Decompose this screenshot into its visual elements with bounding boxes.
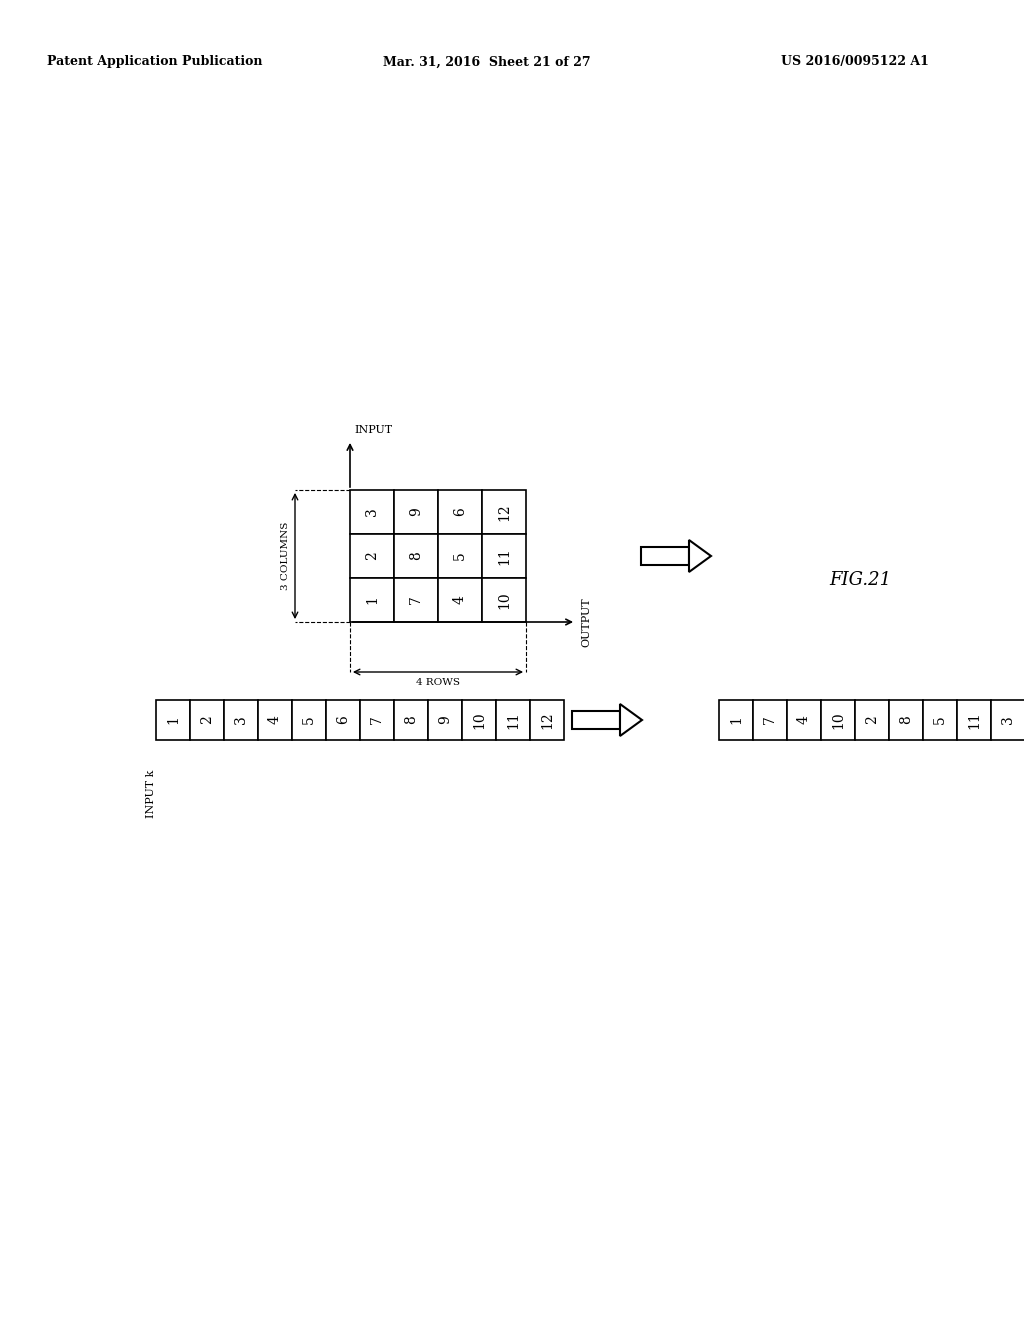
Text: 4 ROWS: 4 ROWS [416,678,460,686]
Text: 5: 5 [302,715,316,725]
Text: US 2016/0095122 A1: US 2016/0095122 A1 [781,55,929,69]
Bar [156,700,190,741]
Bar [190,700,224,741]
Text: 3 COLUMNS: 3 COLUMNS [281,521,290,590]
Bar [991,700,1024,741]
Bar [360,700,394,741]
Bar [957,700,991,741]
Text: Patent Application Publication: Patent Application Publication [47,55,263,69]
Text: 4: 4 [268,715,282,725]
Bar [438,578,482,622]
Bar [496,700,530,741]
Polygon shape [620,704,642,737]
Polygon shape [572,711,620,729]
Bar [482,578,526,622]
Text: Mar. 31, 2016  Sheet 21 of 27: Mar. 31, 2016 Sheet 21 of 27 [383,55,591,69]
Bar [394,578,438,622]
Text: INPUT k: INPUT k [146,770,156,818]
Text: 1: 1 [166,715,180,725]
Bar [394,490,438,535]
Bar [428,700,462,741]
Polygon shape [641,546,689,565]
Text: 2: 2 [865,715,879,725]
Bar [923,700,957,741]
Bar [787,700,821,741]
Bar [438,535,482,578]
Text: 9: 9 [409,508,423,516]
Bar [889,700,923,741]
Bar [394,535,438,578]
Bar [482,490,526,535]
Bar [855,700,889,741]
Text: 7: 7 [409,595,423,605]
Text: 11: 11 [967,711,981,729]
Text: 1: 1 [729,715,743,725]
Bar [350,535,394,578]
Bar [462,700,496,741]
Text: 5: 5 [453,552,467,561]
Text: 11: 11 [506,711,520,729]
Bar [719,700,753,741]
Text: 12: 12 [540,711,554,729]
Text: OUTPUT: OUTPUT [581,597,591,647]
Bar [326,700,360,741]
Text: 9: 9 [438,715,452,725]
Bar [350,578,394,622]
Bar [394,700,428,741]
Bar [292,700,326,741]
Text: 8: 8 [404,715,418,725]
Bar [821,700,855,741]
Text: 11: 11 [497,546,511,565]
Text: 8: 8 [899,715,913,725]
Text: 5: 5 [933,715,947,725]
Text: INPUT: INPUT [354,425,392,436]
Bar [438,490,482,535]
Text: 8: 8 [409,552,423,561]
Text: 4: 4 [797,715,811,725]
Bar [530,700,564,741]
Text: 3: 3 [365,508,379,516]
Text: 3: 3 [234,715,248,725]
Text: FIG.21: FIG.21 [829,572,891,589]
Text: 6: 6 [453,508,467,516]
Text: 6: 6 [336,715,350,725]
Text: 4: 4 [453,595,467,605]
Text: 2: 2 [200,715,214,725]
Bar [258,700,292,741]
Bar [482,535,526,578]
Text: 7: 7 [763,715,777,725]
Bar [224,700,258,741]
Text: 7: 7 [370,715,384,725]
Text: 1: 1 [365,595,379,605]
Text: 2: 2 [365,552,379,561]
Bar [753,700,787,741]
Bar [350,490,394,535]
Text: 10: 10 [831,711,845,729]
Text: 12: 12 [497,503,511,521]
Text: 3: 3 [1001,715,1015,725]
Text: 10: 10 [472,711,486,729]
Polygon shape [689,540,711,572]
Text: 10: 10 [497,591,511,609]
